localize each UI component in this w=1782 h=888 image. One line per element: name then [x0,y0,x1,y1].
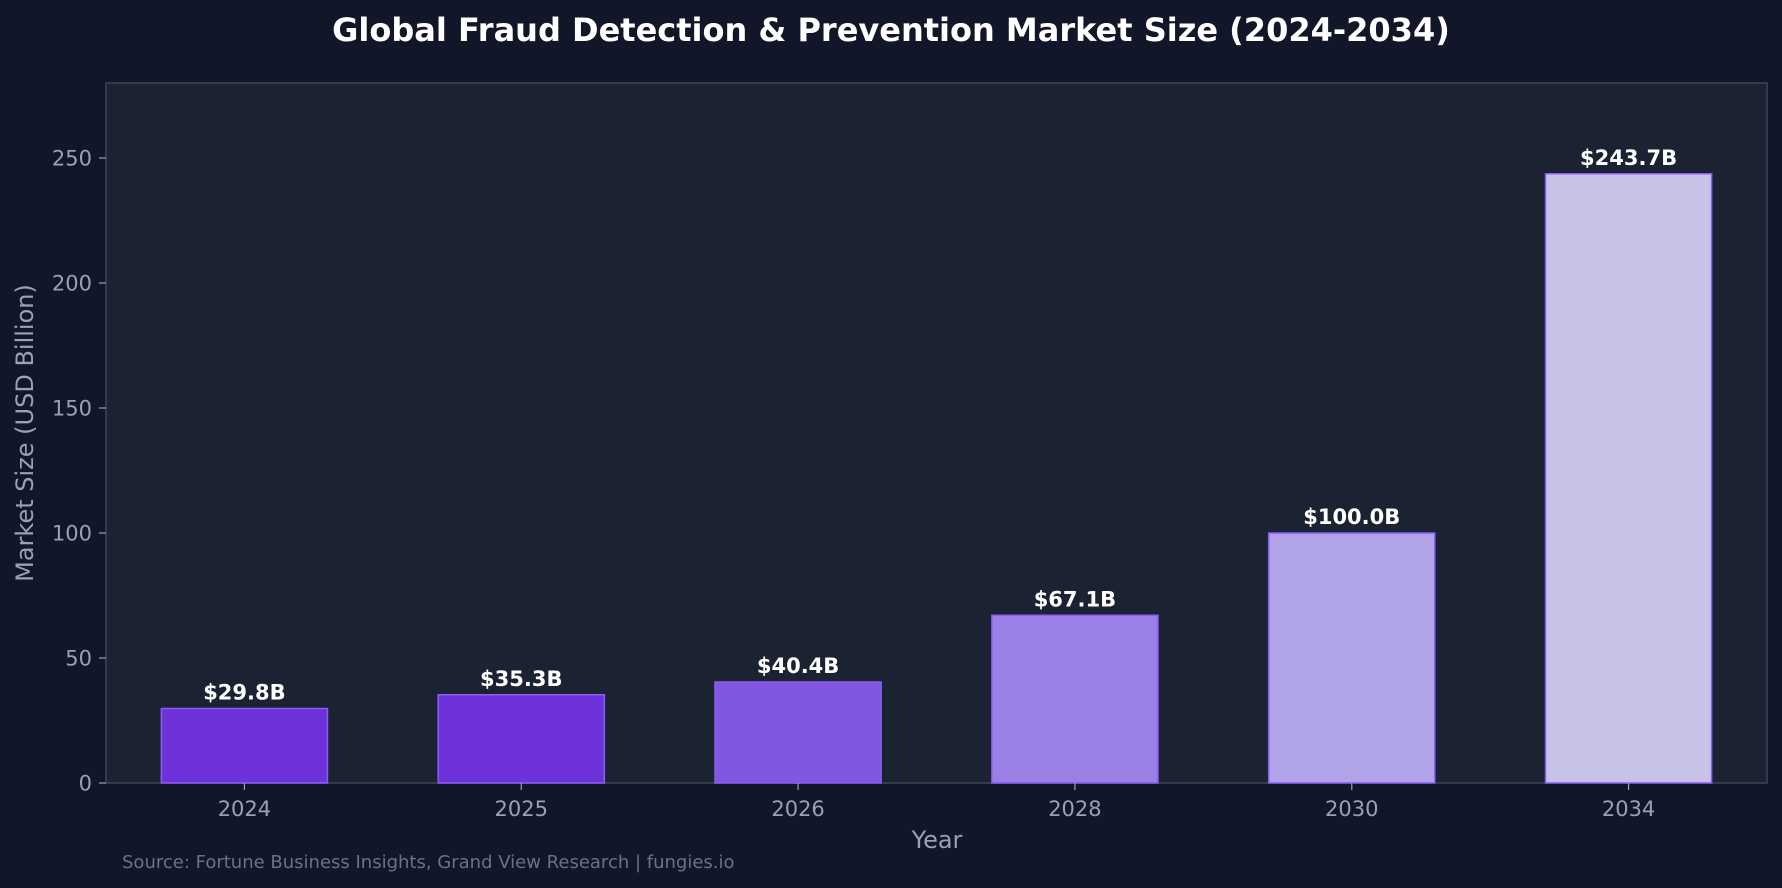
x-tick-label-2030: 2030 [1325,797,1378,821]
y-tick-label-0: 0 [79,772,92,796]
bar-2024 [160,707,329,784]
x-axis: 2024 2025 2026 2028 2030 2034 [218,783,1655,821]
x-tick-label-2034: 2034 [1602,797,1655,821]
bar-2026 [714,681,882,784]
y-tick-label-100: 100 [52,522,92,546]
y-axis-label: Market Size (USD Billion) [11,284,39,582]
x-tick-label-2024: 2024 [218,797,271,821]
plot-area [105,82,1768,784]
value-label-2025: $35.3B [480,667,562,691]
source-note: Source: Fortune Business Insights, Grand… [122,852,735,873]
chart-title: Global Fraud Detection & Prevention Mark… [332,11,1450,49]
bar-2030 [1267,532,1436,784]
value-label-2024: $29.8B [203,681,285,705]
y-axis: 0 50 100 150 200 250 [52,147,106,796]
value-label-2028: $67.1B [1034,587,1116,611]
x-tick-label-2025: 2025 [495,797,548,821]
x-tick-label-2026: 2026 [771,797,824,821]
y-tick-label-150: 150 [52,397,92,421]
bar-2034 [1544,173,1713,784]
x-tick-label-2028: 2028 [1048,797,1101,821]
bar-2025 [437,694,606,784]
y-tick-label-50: 50 [65,647,92,671]
bars-group: $29.8B $35.3B $40.4B $67.1B $100.0B $243.7B [160,146,1713,784]
bar-2028 [991,614,1159,784]
value-label-2026: $40.4B [757,654,839,678]
x-axis-label: Year [911,826,963,854]
y-tick-label-200: 200 [52,272,92,296]
y-tick-label-250: 250 [52,147,92,171]
value-label-2030: $100.0B [1303,505,1400,529]
value-label-2034: $243.7B [1580,146,1677,170]
